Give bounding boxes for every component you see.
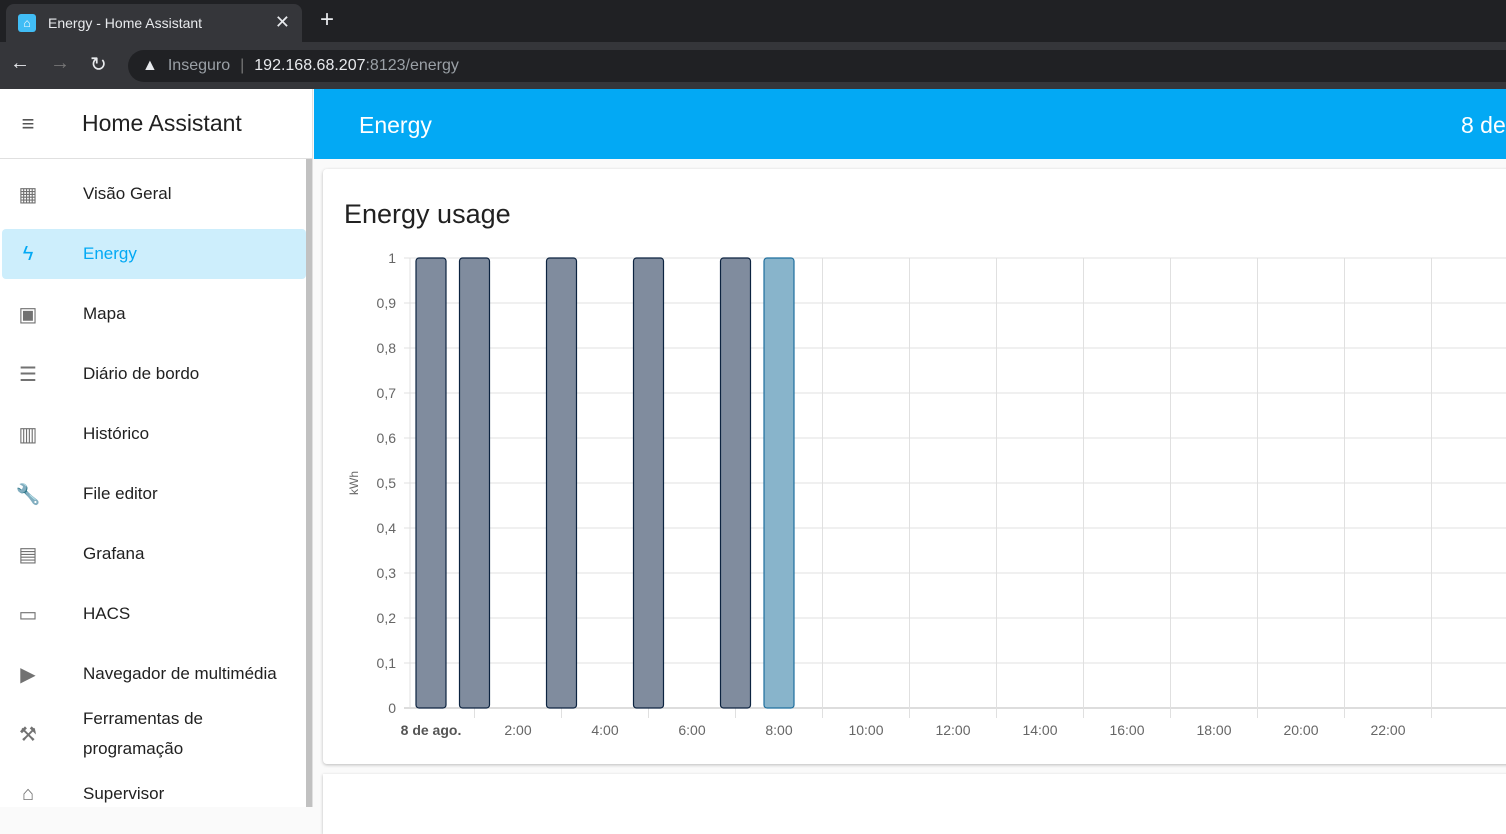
x-tick-label: 16:00 (1109, 722, 1144, 738)
x-tick-label: 8 de ago. (401, 722, 462, 738)
browser-tab-bar: ⌂ Energy - Home Assistant ✕ + (0, 0, 1506, 42)
y-tick-label: 0 (388, 700, 396, 716)
x-tick-label: 8:00 (765, 722, 792, 738)
page-title: Energy (359, 112, 432, 138)
sidebar-item-label: Mapa (83, 304, 126, 323)
bar (763, 257, 795, 709)
bar (719, 257, 752, 709)
dashboard-icon: ▦ (18, 183, 38, 206)
y-tick-label: 0,6 (377, 430, 397, 446)
sidebar-item-label: Energy (83, 244, 137, 263)
menu-collapse-icon[interactable]: ≡ (21, 110, 35, 136)
sidebar-item-label: File editor (83, 484, 158, 503)
y-tick-label: 0,1 (377, 655, 397, 671)
sidebar-item-label: Ferramentas de programação (83, 709, 203, 758)
home-assistant-icon: ⌂ (21, 782, 35, 805)
sidebar-item-file-editor[interactable]: 🔧 File editor (2, 469, 306, 519)
x-tick-label: 2:00 (504, 722, 531, 738)
y-tick-label: 0,7 (377, 385, 397, 401)
url-host: 192.168.68.207 (254, 57, 366, 74)
bar (545, 257, 578, 709)
sidebar-item-hist-rico[interactable]: ▥ Histórico (2, 409, 306, 459)
x-tick-label: 14:00 (1022, 722, 1057, 738)
security-label: Inseguro (167, 57, 231, 74)
sidebar-item-energy[interactable]: ϟ Energy (2, 229, 306, 279)
back-button[interactable]: ← (10, 52, 30, 74)
x-tick-label: 10:00 (848, 722, 883, 738)
address-bar-row: ← → ↻ ▲ Inseguro | 192.168.68.207 :8123/… (0, 42, 1506, 89)
sidebar: ≡ Home Assistant ▦ Visão Geral ϟ Energy ▣ Map… (0, 89, 313, 807)
sidebar-title: Home Assistant (82, 110, 242, 136)
sidebar-item-supervisor[interactable]: ⌂ Supervisor (2, 769, 306, 819)
lightning-icon: ϟ (22, 242, 34, 265)
x-tick-label: 18:00 (1196, 722, 1231, 738)
sidebar-item-label: Grafana (83, 544, 145, 563)
tab-title: Energy - Home Assistant (48, 15, 203, 31)
browser-tab[interactable]: ⌂ Energy - Home Assistant ✕ (6, 4, 302, 42)
x-tick-label: 12:00 (935, 722, 970, 738)
y-tick-label: 0,4 (377, 520, 397, 536)
home-assistant-favicon-icon: ⌂ (18, 14, 36, 32)
next-card (323, 774, 1506, 834)
y-tick-label: 0,5 (377, 475, 397, 491)
top-app-bar: Energy 8 de (314, 89, 1506, 159)
y-tick-label: 0,2 (377, 610, 397, 626)
sidebar-item-hacs[interactable]: ▭ HACS (2, 589, 306, 639)
reload-button[interactable]: ↻ (90, 54, 107, 76)
hacs-store-icon: ▭ (18, 603, 38, 626)
y-tick-label: 0,8 (377, 340, 397, 356)
bar (458, 257, 491, 709)
sidebar-item-label: Visão Geral (83, 184, 172, 203)
divider: | (240, 57, 245, 74)
list-icon: ☰ (19, 363, 37, 386)
x-tick-label: 22:00 (1370, 722, 1405, 738)
sidebar-item-label: Histórico (83, 424, 150, 443)
sidebar-item-label: HACS (83, 604, 131, 623)
sidebar-scrollbar[interactable] (306, 159, 312, 807)
forward-button[interactable]: → (50, 52, 70, 74)
play-box-multiple-icon: ▶ (20, 663, 36, 686)
sidebar-item-ferramentas-de-programa-o[interactable]: ⚒ Ferramentas de programação (2, 709, 306, 759)
sidebar-item-label: Diário de bordo (83, 364, 200, 383)
sidebar-item-vis-o-geral[interactable]: ▦ Visão Geral (2, 169, 306, 219)
x-tick-label: 6:00 (678, 722, 705, 738)
bar (632, 257, 665, 709)
hammer-icon: ⚒ (19, 723, 37, 746)
new-tab-button[interactable]: + (320, 6, 335, 33)
energy-usage-card: Energy usage 0 0,1 0,2 0,3 0,4 0,5 0,6 0,7 0,8 0,… (323, 169, 1506, 764)
energy-usage-chart: 0 0,1 0,2 0,3 0,4 0,5 0,6 0,7 0,8 0,9 1 8 de ago. 2:… (347, 250, 1506, 738)
url-path: :8123/energy (365, 57, 459, 74)
y-tick-label: 1 (388, 250, 396, 266)
chart-timeline-icon: ▤ (18, 543, 38, 566)
date-picker-label[interactable]: 8 de (1461, 112, 1506, 138)
sidebar-item-label: Supervisor (83, 784, 165, 803)
y-tick-label: 0,3 (377, 565, 397, 581)
warning-icon: ▲ (142, 57, 158, 74)
y-axis-label: kWh (347, 471, 361, 495)
url-input[interactable]: ▲ Inseguro | 192.168.68.207 :8123/energy (128, 50, 1506, 82)
sidebar-item-mapa[interactable]: ▣ Mapa (2, 289, 306, 339)
sidebar-item-di-rio-de-bordo[interactable]: ☰ Diário de bordo (2, 349, 306, 399)
y-tick-label: 0,9 (377, 295, 397, 311)
sidebar-item-navegador-de-multim-dia[interactable]: ▶ Navegador de multimédia (2, 649, 306, 699)
close-tab-icon[interactable]: ✕ (274, 12, 290, 32)
card-title: Energy usage (344, 199, 511, 229)
sidebar-item-grafana[interactable]: ▤ Grafana (2, 529, 306, 579)
bar (415, 257, 447, 709)
chart-box-icon: ▥ (18, 423, 38, 446)
x-tick-label: 4:00 (591, 722, 618, 738)
map-account-icon: ▣ (18, 303, 38, 326)
wrench-icon: 🔧 (15, 483, 41, 506)
x-tick-label: 20:00 (1283, 722, 1318, 738)
sidebar-item-label: Navegador de multimédia (83, 664, 277, 683)
